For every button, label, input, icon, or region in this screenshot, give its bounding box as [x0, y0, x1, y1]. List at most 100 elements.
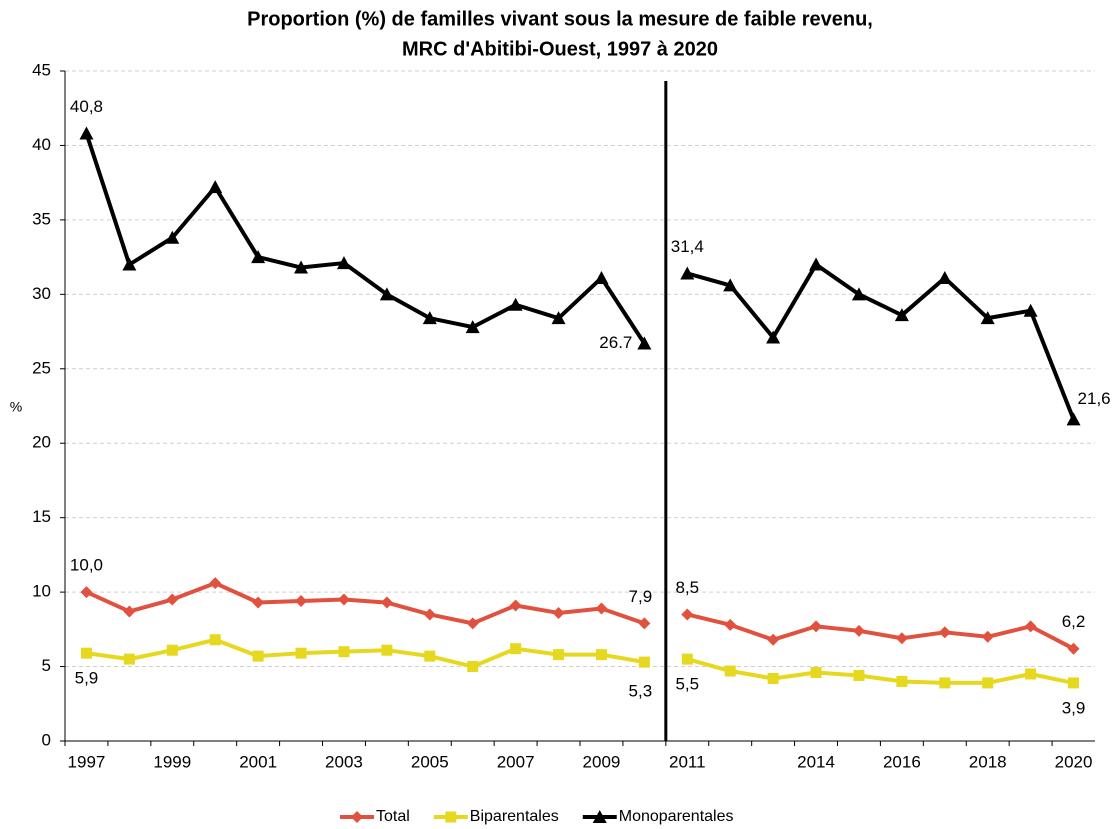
marker	[767, 633, 780, 646]
marker	[981, 630, 994, 643]
x-tick-label: 1999	[153, 752, 191, 771]
marker	[895, 632, 908, 645]
marker	[594, 270, 609, 284]
x-tick-label: 2001	[239, 752, 277, 771]
data-label: 8,5	[675, 578, 699, 597]
y-tick-label: 40	[32, 135, 51, 154]
y-tick-label: 5	[42, 656, 51, 675]
marker	[595, 649, 607, 661]
marker	[165, 230, 180, 244]
marker	[379, 287, 394, 301]
marker	[724, 665, 736, 677]
marker	[80, 647, 92, 659]
x-tick-label: 2011	[669, 752, 706, 771]
marker	[252, 596, 265, 609]
marker	[767, 672, 779, 684]
data-label: 6,2	[1062, 612, 1086, 631]
y-tick-label: 45	[32, 60, 51, 79]
marker	[723, 278, 738, 292]
marker	[467, 661, 479, 673]
marker	[424, 650, 436, 662]
chart-subtitle: MRC d'Abitibi-Ouest, 1997 à 2020	[402, 38, 718, 60]
marker	[637, 336, 652, 350]
x-tick-label: 2014	[797, 752, 835, 771]
marker	[508, 297, 523, 311]
y-tick-label: 20	[32, 433, 51, 452]
marker	[295, 595, 308, 608]
x-tick-label: 2018	[969, 752, 1007, 771]
marker	[853, 669, 865, 681]
marker	[552, 606, 565, 619]
marker	[852, 624, 865, 637]
marker	[809, 257, 824, 271]
marker	[423, 608, 436, 621]
x-tick-label: 2007	[497, 752, 535, 771]
marker	[681, 608, 694, 621]
marker	[553, 649, 565, 661]
marker	[122, 257, 137, 271]
data-label: 5,3	[629, 682, 653, 701]
marker	[810, 667, 822, 679]
chart-title: Proportion (%) de familles vivant sous l…	[247, 8, 873, 30]
series-line	[84, 132, 647, 345]
marker	[1066, 412, 1081, 426]
marker	[810, 620, 823, 633]
marker	[338, 646, 350, 658]
marker	[466, 617, 479, 630]
marker	[724, 618, 737, 631]
marker	[551, 311, 566, 325]
marker	[1068, 677, 1080, 689]
marker	[766, 330, 781, 344]
y-tick-label: 0	[42, 730, 51, 749]
data-label: 26.7	[599, 333, 632, 352]
marker	[894, 308, 909, 322]
marker	[422, 311, 437, 325]
marker	[638, 617, 651, 630]
y-tick-label: 35	[32, 209, 51, 228]
marker	[351, 811, 363, 823]
marker	[982, 677, 994, 689]
marker	[1024, 620, 1037, 633]
marker	[166, 644, 178, 656]
marker	[209, 577, 222, 590]
marker	[208, 180, 223, 194]
marker	[937, 270, 952, 284]
data-label: 7,9	[629, 587, 653, 606]
data-label: 21,6	[1078, 389, 1111, 408]
marker	[1067, 642, 1080, 655]
marker	[938, 626, 951, 639]
legend-label: Biparentales	[470, 808, 559, 825]
marker	[381, 644, 393, 656]
y-tick-label: 30	[32, 284, 51, 303]
marker	[510, 643, 522, 655]
marker	[209, 634, 221, 646]
marker	[123, 653, 135, 665]
legend-label: Total	[376, 808, 410, 825]
x-tick-label: 2009	[583, 752, 621, 771]
marker	[337, 593, 350, 606]
series-line	[686, 612, 1075, 651]
marker	[939, 677, 951, 689]
marker	[445, 811, 457, 823]
data-label: 5,9	[75, 669, 99, 688]
marker	[980, 311, 995, 325]
marker	[595, 602, 608, 615]
marker	[592, 810, 607, 823]
marker	[509, 599, 522, 612]
series-line	[86, 637, 645, 669]
marker	[294, 260, 309, 274]
data-label: 40,8	[70, 97, 103, 116]
marker	[1023, 303, 1038, 317]
data-label: 31,4	[671, 237, 704, 256]
marker	[336, 256, 351, 270]
marker	[295, 647, 307, 659]
marker	[252, 650, 264, 662]
data-label: 5,5	[675, 675, 699, 694]
x-tick-label: 2020	[1055, 752, 1093, 771]
y-axis-label: %	[10, 399, 22, 415]
y-tick-label: 25	[32, 358, 51, 377]
data-label: 10,0	[70, 556, 103, 575]
x-tick-label: 2003	[325, 752, 363, 771]
marker	[851, 287, 866, 301]
marker	[80, 586, 93, 599]
